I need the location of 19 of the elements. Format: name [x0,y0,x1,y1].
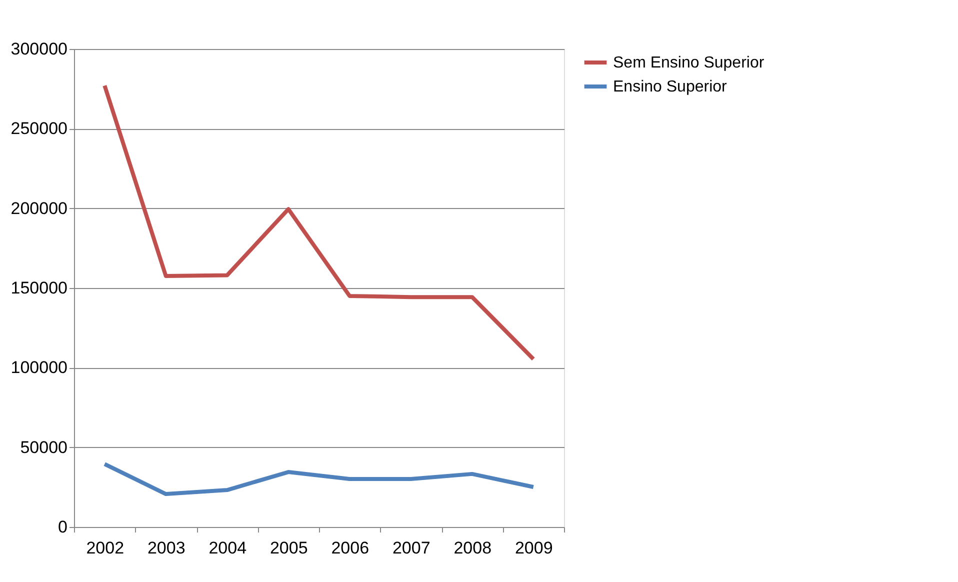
x-tick-label: 2002 [86,538,124,558]
x-tick-label: 2003 [147,538,186,558]
x-tick-label: 2007 [392,538,430,558]
y-tick-label: 300000 [10,40,68,58]
legend-label: Ensino Superior [613,78,728,96]
y-tick-label: 0 [58,518,68,536]
y-tick-label: 100000 [10,358,68,378]
x-tick-label: 2004 [208,538,247,558]
legend-label: Sem Ensino Superior [613,54,765,72]
line-series [102,84,536,362]
y-tick-label: 50000 [20,438,68,457]
x-tick-label: 2009 [514,538,553,558]
y-tick-label: 200000 [10,198,68,218]
y-tick-label: 150000 [10,278,68,298]
x-tick-label: 2006 [331,538,370,558]
line-series [102,462,536,496]
x-tick-label: 2008 [454,538,492,558]
x-tick-label: 2005 [270,538,308,558]
y-tick-label: 250000 [10,119,68,138]
